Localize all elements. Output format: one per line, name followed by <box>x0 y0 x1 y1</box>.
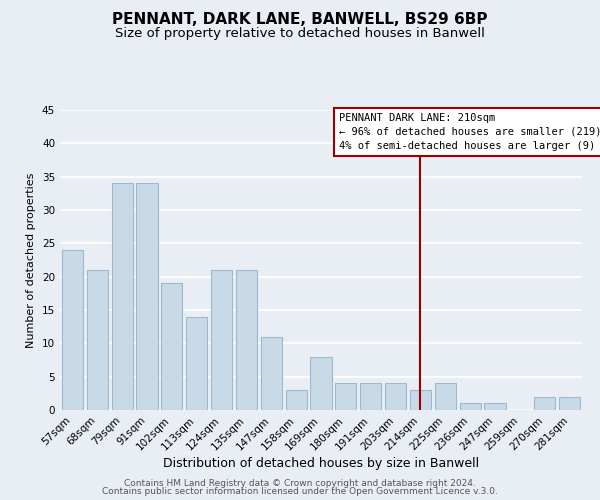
Bar <box>261 336 282 410</box>
Bar <box>112 184 133 410</box>
Bar <box>460 404 481 410</box>
Bar <box>186 316 207 410</box>
Bar <box>161 284 182 410</box>
Bar <box>87 270 108 410</box>
Y-axis label: Number of detached properties: Number of detached properties <box>26 172 37 348</box>
Bar <box>335 384 356 410</box>
Bar <box>534 396 555 410</box>
Bar <box>360 384 381 410</box>
Bar <box>435 384 456 410</box>
Bar <box>385 384 406 410</box>
Bar <box>136 184 158 410</box>
Text: PENNANT DARK LANE: 210sqm
← 96% of detached houses are smaller (219)
4% of semi-: PENNANT DARK LANE: 210sqm ← 96% of detac… <box>339 113 600 151</box>
Bar <box>310 356 332 410</box>
Bar <box>286 390 307 410</box>
Bar <box>236 270 257 410</box>
Text: Size of property relative to detached houses in Banwell: Size of property relative to detached ho… <box>115 28 485 40</box>
Bar <box>211 270 232 410</box>
Bar <box>559 396 580 410</box>
Text: Contains public sector information licensed under the Open Government Licence v.: Contains public sector information licen… <box>102 487 498 496</box>
Bar <box>62 250 83 410</box>
Text: Contains HM Land Registry data © Crown copyright and database right 2024.: Contains HM Land Registry data © Crown c… <box>124 478 476 488</box>
Text: PENNANT, DARK LANE, BANWELL, BS29 6BP: PENNANT, DARK LANE, BANWELL, BS29 6BP <box>112 12 488 28</box>
Bar <box>484 404 506 410</box>
X-axis label: Distribution of detached houses by size in Banwell: Distribution of detached houses by size … <box>163 458 479 470</box>
Bar <box>410 390 431 410</box>
